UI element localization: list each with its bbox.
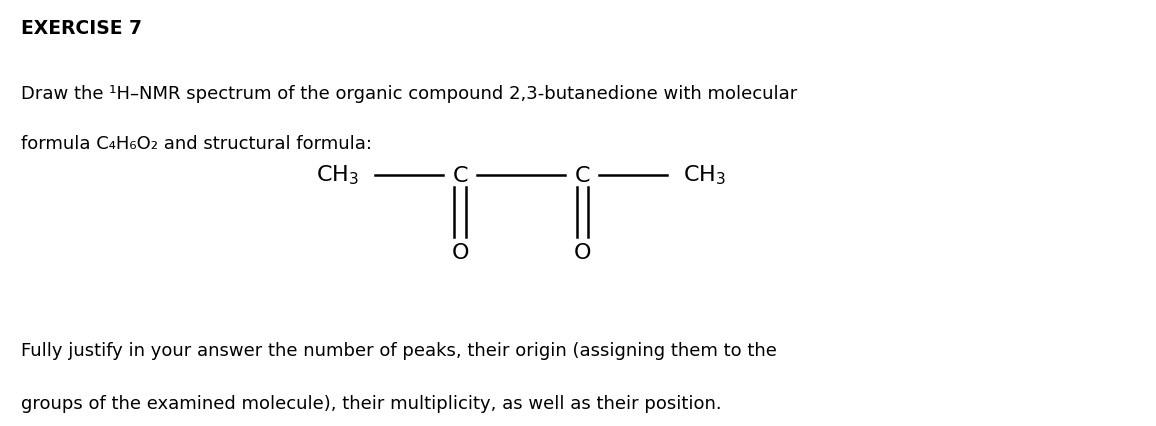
Text: CH$_3$: CH$_3$	[683, 164, 726, 187]
Text: formula C₄H₆O₂ and structural formula:: formula C₄H₆O₂ and structural formula:	[21, 134, 372, 152]
Text: CH$_3$: CH$_3$	[317, 164, 360, 187]
Text: groups of the examined molecule), their multiplicity, as well as their position.: groups of the examined molecule), their …	[21, 394, 721, 412]
Text: Fully justify in your answer the number of peaks, their origin (assigning them t: Fully justify in your answer the number …	[21, 341, 777, 359]
Text: Draw the ¹H–NMR spectrum of the organic compound 2,3-butanedione with molecular: Draw the ¹H–NMR spectrum of the organic …	[21, 85, 796, 103]
Text: EXERCISE 7: EXERCISE 7	[21, 19, 142, 38]
Text: O: O	[451, 243, 469, 263]
Text: C: C	[452, 165, 468, 185]
Text: C: C	[575, 165, 591, 185]
Text: O: O	[573, 243, 591, 263]
